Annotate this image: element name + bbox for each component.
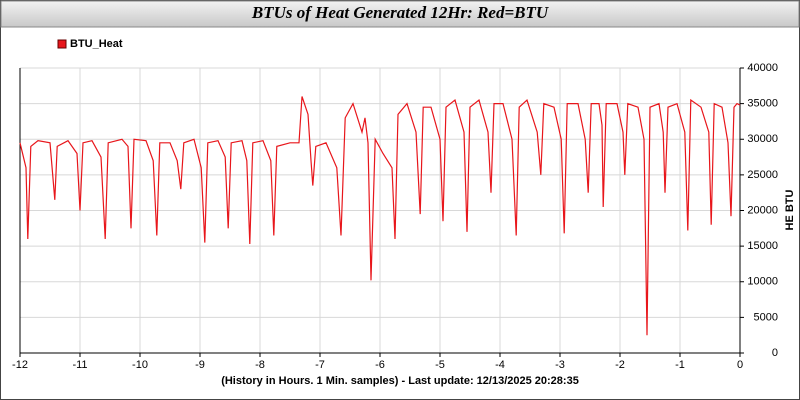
- y-tick-label: 40000: [747, 62, 778, 74]
- x-tick-label: -6: [375, 359, 385, 371]
- y-tick-label: 35000: [747, 98, 778, 110]
- y-axis-label: HE BTU: [784, 189, 796, 230]
- x-tick-label: -3: [555, 359, 565, 371]
- x-tick-label: -11: [72, 359, 87, 371]
- x-tick-label: -8: [255, 359, 265, 371]
- x-tick-label: -1: [675, 359, 685, 371]
- legend-swatch: [57, 39, 67, 49]
- x-tick-label: -5: [435, 359, 445, 371]
- x-tick-label: -4: [495, 359, 505, 371]
- y-tick-label: 15000: [747, 240, 778, 252]
- y-tick-label: 30000: [747, 133, 778, 145]
- x-axis-label: (History in Hours. 1 Min. samples) - Las…: [221, 375, 579, 387]
- y-tick-label: 0: [772, 347, 778, 359]
- y-tick-label: 5000: [754, 311, 778, 323]
- y-tick-label: 25000: [747, 169, 778, 181]
- chart-title: BTUs of Heat Generated 12Hr: Red=BTU: [251, 3, 549, 22]
- legend-label: BTU_Heat: [70, 38, 123, 50]
- title-bar: [0, 0, 800, 28]
- x-tick-label: -10: [132, 359, 148, 371]
- y-tick-label: 10000: [747, 276, 778, 288]
- x-tick-label: -9: [195, 359, 205, 371]
- y-tick-label: 20000: [747, 204, 778, 216]
- x-tick-label: -12: [12, 359, 28, 371]
- data-line: [19, 96, 741, 336]
- x-tick-label: 0: [737, 359, 743, 371]
- x-tick-label: -2: [615, 359, 625, 371]
- x-tick-label: -7: [315, 359, 325, 371]
